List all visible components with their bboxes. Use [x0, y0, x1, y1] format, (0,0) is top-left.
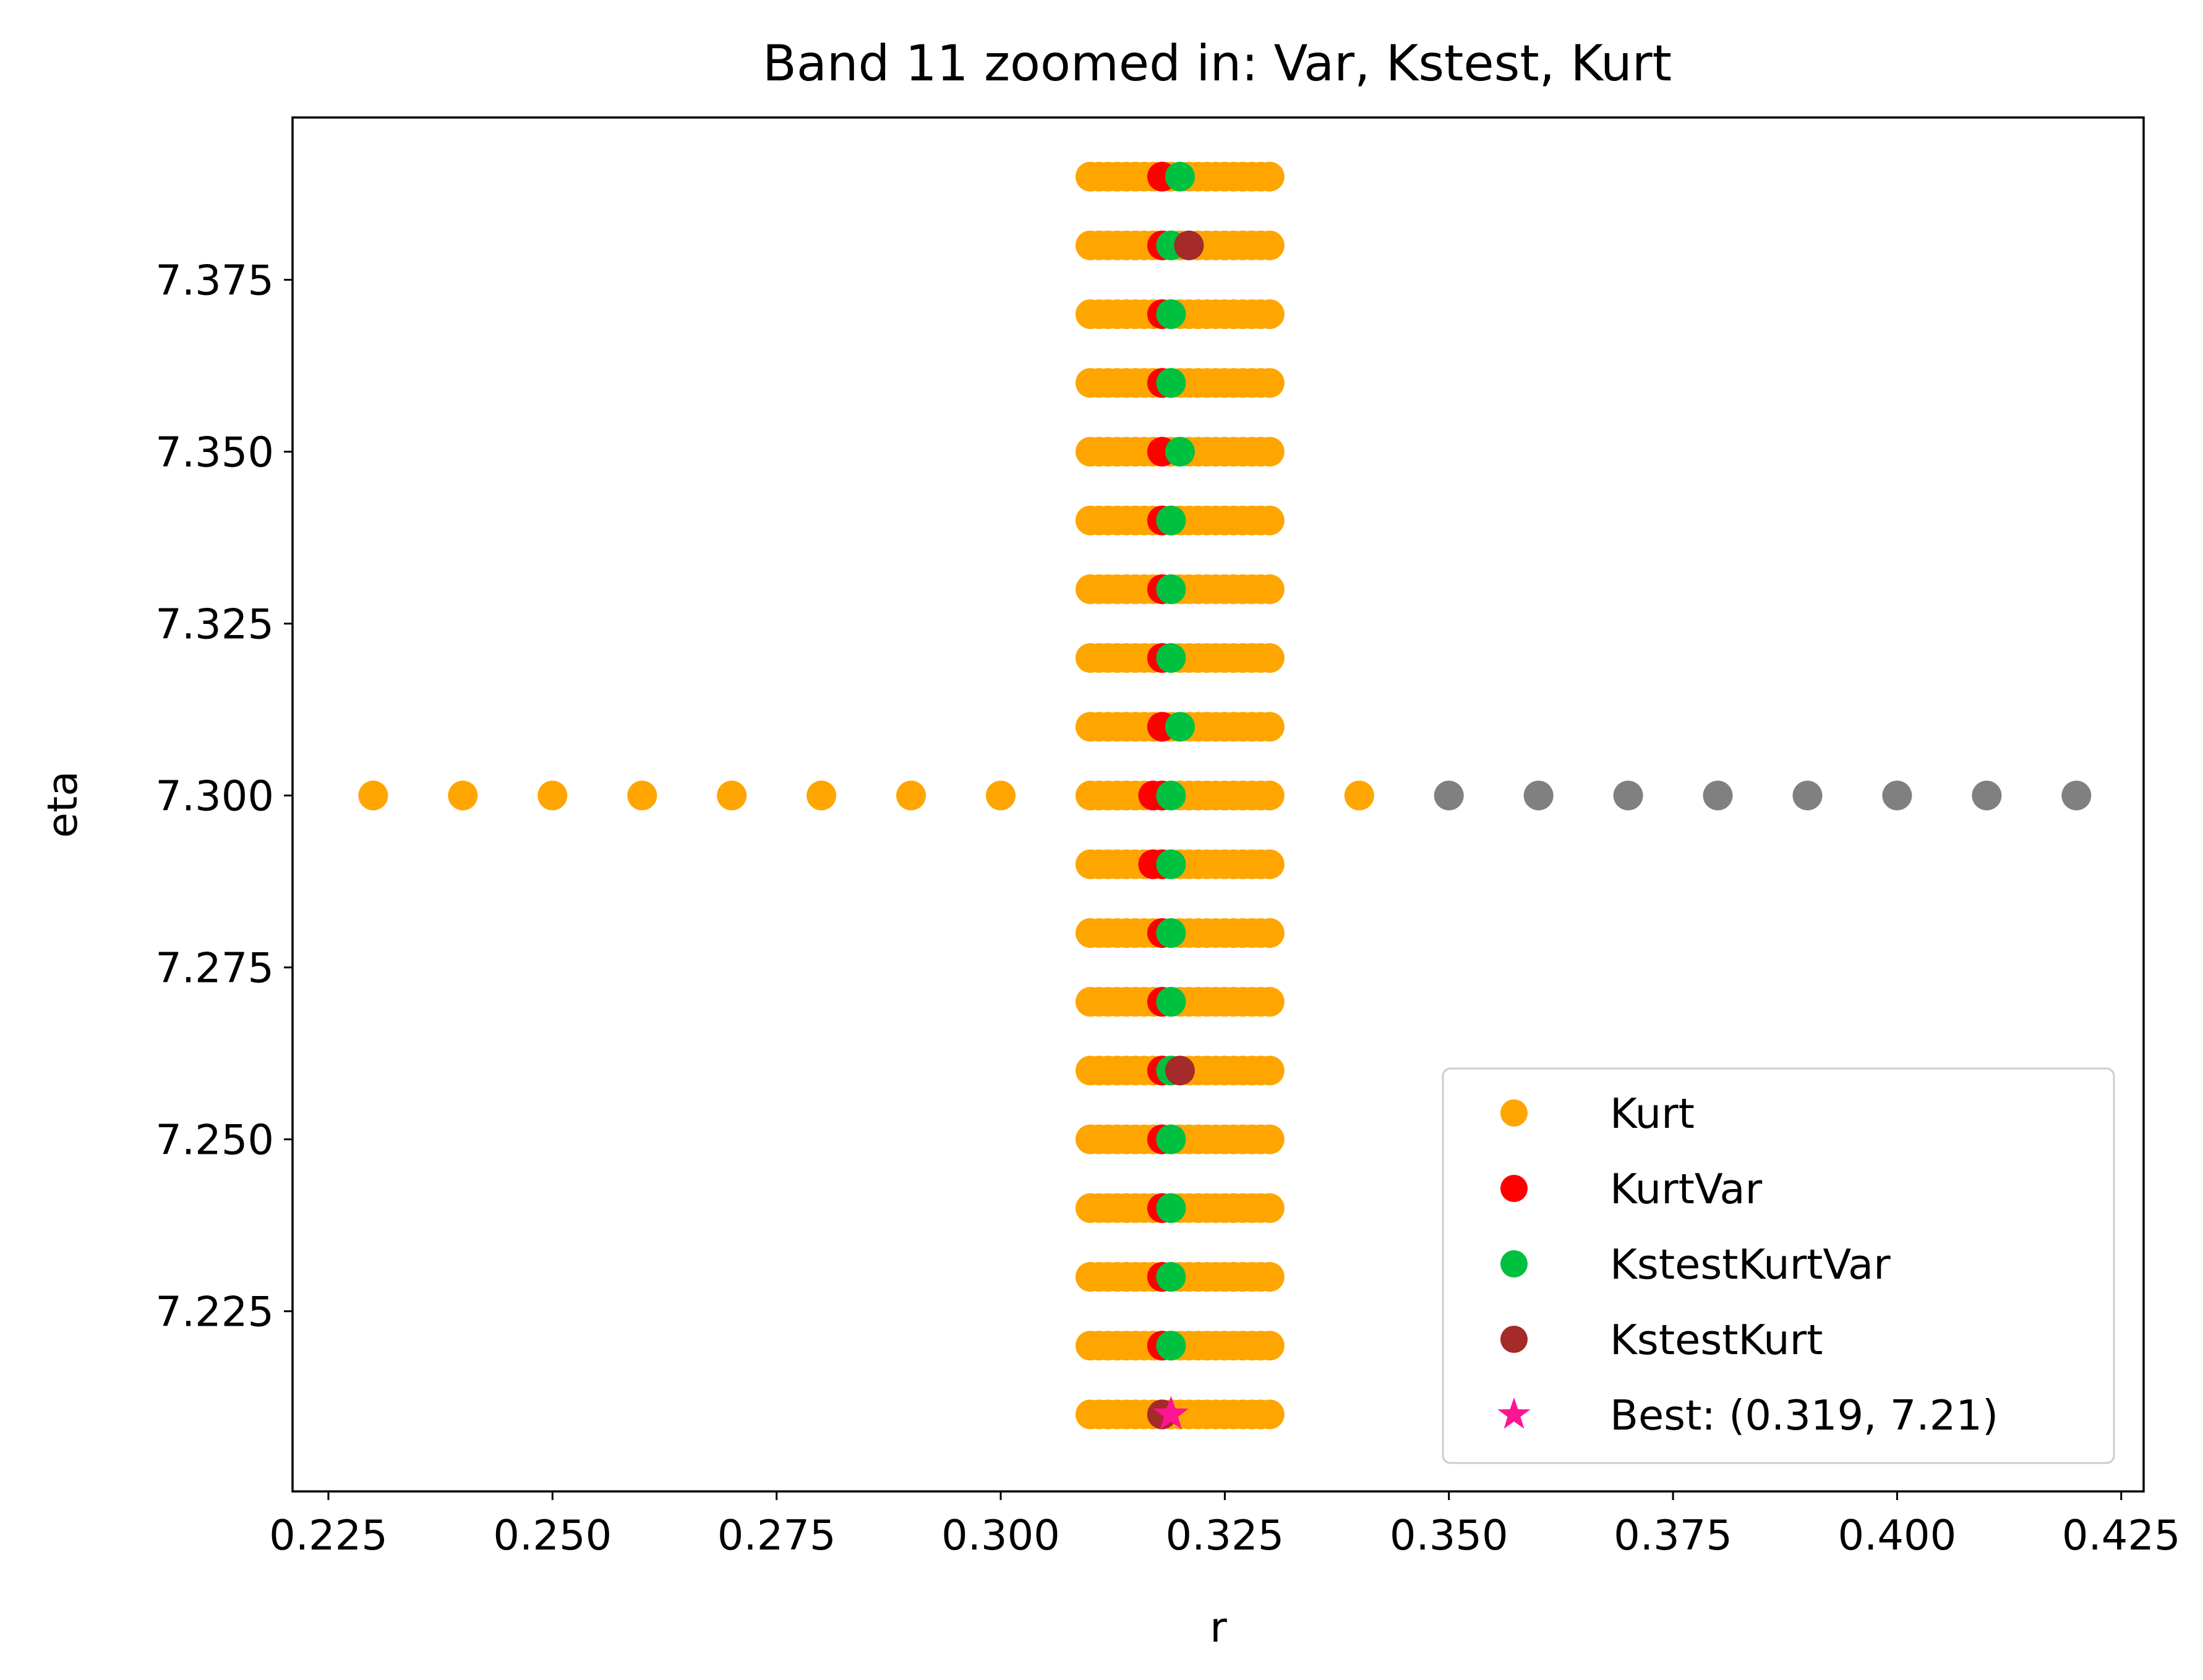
data-point-kurt — [537, 780, 568, 811]
x-tick-label: 0.425 — [2062, 1511, 2181, 1559]
y-tick-label: 7.375 — [155, 256, 274, 304]
data-point-kurt — [1254, 780, 1285, 811]
data-point-kurt — [1254, 1055, 1285, 1086]
y-tick-label: 7.325 — [155, 600, 274, 649]
data-point-kurt — [1254, 1193, 1285, 1223]
data-point-kurt — [1254, 1399, 1285, 1430]
y-tick-label: 7.275 — [155, 944, 274, 992]
data-points — [358, 161, 2092, 1430]
x-tick-label: 0.250 — [493, 1511, 612, 1559]
data-point-kurt — [1254, 1262, 1285, 1292]
y-tick-label: 7.250 — [155, 1116, 274, 1164]
data-point-kurt — [1254, 918, 1285, 948]
data-point-kurt — [1254, 505, 1285, 535]
data-point-kstestkurtvar — [1165, 161, 1195, 192]
data-point-kstestkurtvar — [1156, 505, 1186, 535]
data-point-kstestkurtvar — [1156, 918, 1186, 948]
data-point-kurt — [1254, 574, 1285, 604]
data-point-kstestkurtvar — [1165, 437, 1195, 467]
data-point-kurt — [448, 780, 478, 811]
data-point-gray — [2061, 780, 2092, 811]
data-point-kstestkurtvar — [1156, 643, 1186, 673]
data-point-kstestkurtvar — [1156, 849, 1186, 879]
data-point-kstestkurtvar — [1156, 1193, 1186, 1223]
data-point-kstestkurtvar — [1156, 1331, 1186, 1361]
data-point-gray — [1972, 780, 2002, 811]
data-point-kstestkurtvar — [1156, 987, 1186, 1017]
best-point-star — [1153, 1396, 1189, 1430]
data-point-kstestkurtvar — [1156, 368, 1186, 398]
y-tick-label: 7.350 — [155, 428, 274, 476]
data-point-kurt — [806, 780, 837, 811]
x-tick-label: 0.350 — [1390, 1511, 1508, 1559]
data-point-kurt — [627, 780, 657, 811]
data-point-kurt — [1344, 780, 1374, 811]
legend-marker-star — [1497, 1397, 1531, 1429]
data-point-gray — [1882, 780, 1912, 811]
data-point-kurt — [1254, 230, 1285, 260]
y-axis-ticks: 7.225 7.250 7.275 7.300 7.325 7.350 7.375 — [155, 256, 293, 1336]
legend-label-best-0-319-7-21: Best: (0.319, 7.21) — [1610, 1391, 1998, 1439]
plot-frame — [291, 116, 2145, 1493]
legend-label-kurtvar: KurtVar — [1610, 1165, 1763, 1213]
legend-marker-kurt — [1500, 1099, 1528, 1127]
data-point-kstestkurt — [1174, 230, 1204, 260]
legend-label-kstestkurt: KstestKurt — [1610, 1316, 1823, 1364]
legend-label-kstestkurtvar: KstestKurtVar — [1610, 1240, 1891, 1289]
data-point-kurt — [1254, 643, 1285, 673]
data-point-gray — [1792, 780, 1823, 811]
data-point-kurt — [1254, 1331, 1285, 1361]
x-tick-label: 0.225 — [269, 1511, 388, 1559]
data-point-kurt — [1254, 161, 1285, 192]
data-point-kurt — [1254, 1124, 1285, 1154]
chart-title: Band 11 zoomed in: Var, Kstest, Kurt — [763, 35, 1672, 92]
legend-box — [1442, 1067, 2115, 1464]
x-tick-label: 0.300 — [941, 1511, 1060, 1559]
data-point-gray — [1523, 780, 1554, 811]
x-tick-label: 0.275 — [717, 1511, 836, 1559]
data-point-kurt — [1254, 849, 1285, 879]
y-tick-label: 7.225 — [155, 1288, 274, 1336]
y-axis-label: eta — [38, 771, 87, 838]
y-tick-label: 7.300 — [155, 772, 274, 821]
data-point-kurt — [358, 780, 388, 811]
legend-label-kurt: Kurt — [1610, 1089, 1695, 1138]
data-point-kurt — [1254, 368, 1285, 398]
data-point-kstestkurtvar — [1156, 574, 1186, 604]
data-point-gray — [1703, 780, 1733, 811]
x-tick-label: 0.325 — [1165, 1511, 1284, 1559]
series-gray — [1434, 780, 2092, 811]
data-point-kurt — [1254, 987, 1285, 1017]
data-point-kstestkurtvar — [1156, 1262, 1186, 1292]
data-point-kurt — [1254, 299, 1285, 330]
x-axis-label: r — [1210, 1603, 1227, 1652]
series-best-0-319-7-21 — [1153, 1396, 1189, 1430]
data-point-kurt — [896, 780, 926, 811]
data-point-kstestkurtvar — [1156, 1124, 1186, 1154]
data-point-kstestkurtvar — [1156, 780, 1186, 811]
data-point-kstestkurt — [1165, 1055, 1195, 1086]
data-point-gray — [1434, 780, 1464, 811]
legend-marker-kurtvar — [1500, 1175, 1528, 1202]
data-point-kurt — [1254, 712, 1285, 742]
legend-marker-kstestkurt — [1500, 1326, 1528, 1353]
x-tick-label: 0.400 — [1838, 1511, 1957, 1559]
data-point-kurt — [717, 780, 747, 811]
data-point-kurt — [986, 780, 1016, 811]
data-point-kstestkurtvar — [1156, 299, 1186, 330]
data-point-kstestkurtvar — [1165, 712, 1195, 742]
data-point-kurt — [1254, 437, 1285, 467]
data-point-gray — [1613, 780, 1643, 811]
x-axis-ticks: 0.225 0.250 0.275 0.300 0.325 0.350 0.375 0.400… — [269, 1491, 2181, 1559]
x-tick-label: 0.375 — [1614, 1511, 1732, 1559]
legend-marker-kstestkurtvar — [1500, 1250, 1528, 1277]
legend: Kurt KurtVar KstestKurtVar KstestKurt Best: … — [1442, 1067, 2115, 1464]
